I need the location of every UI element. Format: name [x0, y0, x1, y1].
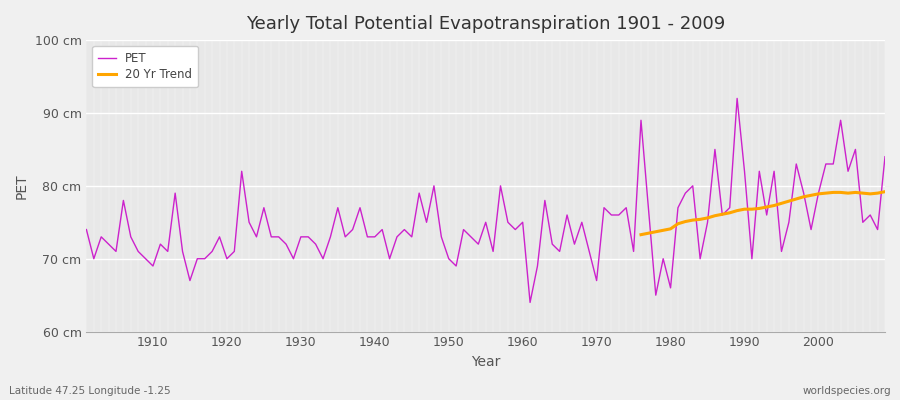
20 Yr Trend [746, 207, 757, 212]
20 Yr Trend [865, 192, 876, 196]
Text: worldspecies.org: worldspecies.org [803, 386, 891, 396]
PET [614, 212, 625, 217]
20 Yr Trend [754, 206, 765, 211]
PET [81, 227, 92, 232]
PET [525, 300, 535, 305]
PET [302, 234, 313, 239]
20 Yr Trend [702, 216, 713, 220]
20 Yr Trend [732, 208, 742, 213]
PET [879, 154, 890, 159]
Text: Latitude 47.25 Longitude -1.25: Latitude 47.25 Longitude -1.25 [9, 386, 171, 396]
20 Yr Trend [709, 213, 720, 218]
20 Yr Trend [635, 232, 646, 237]
20 Yr Trend [665, 226, 676, 231]
20 Yr Trend [858, 191, 868, 196]
20 Yr Trend [658, 228, 669, 233]
20 Yr Trend [828, 190, 839, 195]
20 Yr Trend [784, 199, 795, 204]
PET [347, 227, 358, 232]
20 Yr Trend [761, 204, 772, 209]
PET [510, 227, 521, 232]
PET [518, 220, 528, 225]
20 Yr Trend [879, 189, 890, 194]
20 Yr Trend [695, 217, 706, 222]
Title: Yearly Total Potential Evapotranspiration 1901 - 2009: Yearly Total Potential Evapotranspiratio… [246, 15, 725, 33]
20 Yr Trend [651, 229, 661, 234]
20 Yr Trend [798, 194, 809, 199]
20 Yr Trend [672, 221, 683, 226]
Y-axis label: PET: PET [15, 173, 29, 199]
PET [140, 256, 151, 261]
20 Yr Trend [872, 191, 883, 196]
Legend: PET, 20 Yr Trend: PET, 20 Yr Trend [93, 46, 198, 87]
20 Yr Trend [724, 210, 735, 215]
Line: PET: PET [86, 98, 885, 302]
PET [732, 96, 742, 101]
20 Yr Trend [688, 218, 698, 222]
20 Yr Trend [680, 219, 691, 224]
20 Yr Trend [769, 203, 779, 208]
20 Yr Trend [643, 231, 653, 236]
20 Yr Trend [835, 190, 846, 195]
20 Yr Trend [806, 193, 816, 198]
20 Yr Trend [739, 207, 750, 212]
20 Yr Trend [791, 196, 802, 201]
20 Yr Trend [850, 190, 860, 195]
20 Yr Trend [842, 191, 853, 196]
20 Yr Trend [813, 192, 824, 196]
20 Yr Trend [821, 191, 832, 196]
20 Yr Trend [776, 201, 787, 206]
20 Yr Trend [717, 212, 728, 217]
X-axis label: Year: Year [471, 355, 500, 369]
Line: 20 Yr Trend: 20 Yr Trend [641, 192, 885, 235]
